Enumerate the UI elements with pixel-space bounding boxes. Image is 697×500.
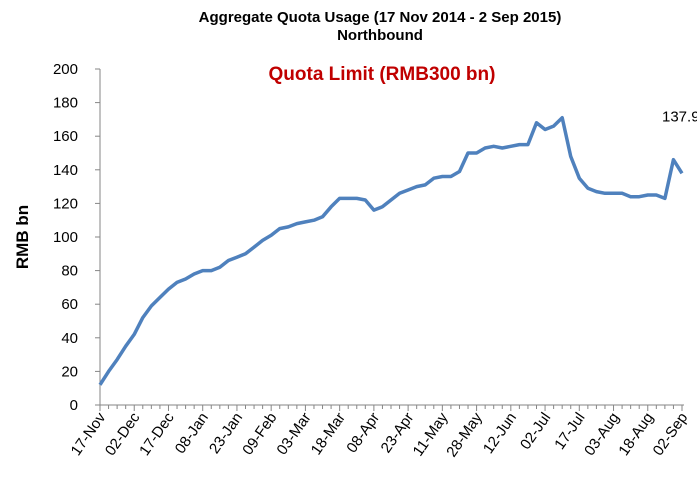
y-tick-label: 40 bbox=[61, 330, 78, 347]
chart-title: Aggregate Quota Usage (17 Nov 2014 - 2 S… bbox=[199, 9, 562, 26]
quota-annotation: Quota Limit (RMB300 bn) bbox=[269, 64, 496, 85]
y-tick-label: 160 bbox=[53, 128, 78, 145]
data-line bbox=[98, 115, 684, 386]
x-tick-label: 18-Aug bbox=[615, 410, 657, 459]
x-tick-label: 02-Sep bbox=[650, 410, 692, 459]
x-tick-label: 12-Jun bbox=[480, 410, 520, 457]
y-tick-label: 80 bbox=[61, 263, 78, 280]
x-tick-label: 28-May bbox=[443, 409, 486, 460]
x-tick-label: 03-Aug bbox=[581, 410, 623, 459]
y-axis-label: RMB bn bbox=[13, 205, 32, 269]
x-tick-label: 09-Feb bbox=[239, 410, 280, 459]
y-tick-label: 0 bbox=[70, 397, 78, 414]
data-label: 137.9 bbox=[662, 108, 697, 125]
y-tick-label: 100 bbox=[53, 229, 78, 246]
y-tick-label: 20 bbox=[61, 363, 78, 380]
y-tick-label: 200 bbox=[53, 61, 78, 78]
x-tick-label: 18-Mar bbox=[308, 410, 349, 459]
y-tick-label: 180 bbox=[53, 95, 78, 112]
x-tick-label: 03-Mar bbox=[274, 410, 315, 459]
y-tick-label: 120 bbox=[53, 195, 78, 212]
chart-subtitle: Northbound bbox=[337, 27, 423, 44]
x-tick-label: 17-Dec bbox=[136, 409, 178, 459]
x-tick-label: 08-Apr bbox=[343, 410, 383, 457]
y-tick-label: 60 bbox=[61, 296, 78, 313]
y-tick-label: 140 bbox=[53, 162, 78, 179]
x-tick-label: 02-Jul bbox=[517, 410, 554, 453]
x-tick-label: 02-Dec bbox=[102, 409, 144, 459]
x-tick-label: 17-Nov bbox=[68, 409, 110, 459]
x-tick-label: 08-Jan bbox=[172, 410, 212, 457]
